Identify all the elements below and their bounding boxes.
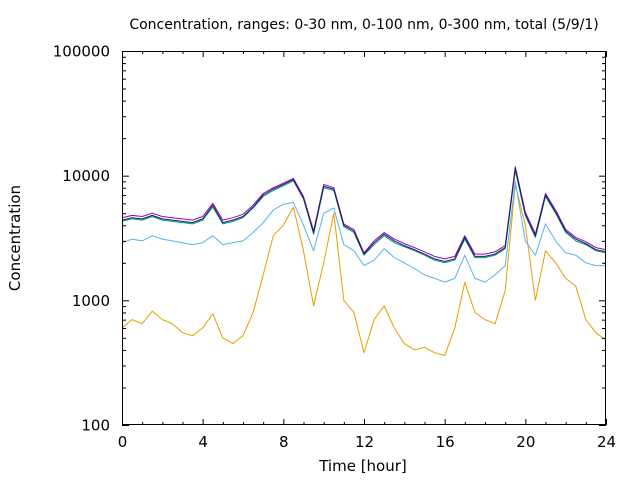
series-line-3 [121, 170, 607, 264]
series-line-4 [121, 166, 607, 260]
series-line-5 [121, 167, 607, 262]
x-tick-label: 12 [355, 433, 374, 451]
plot-frame [122, 51, 606, 425]
series-line-1 [121, 184, 607, 357]
x-tick-label: 4 [198, 433, 208, 451]
y-tick-label: 100 [81, 417, 110, 435]
x-tick-label: 24 [597, 433, 616, 451]
y-tick-label: 100000 [53, 43, 110, 61]
chart-title: Concentration, ranges: 0-30 nm, 0-100 nm… [129, 17, 598, 33]
series-layer [121, 166, 607, 357]
y-tick-label: 1000 [72, 292, 110, 310]
y-axis: 100 1000 10000 100000 [53, 43, 606, 435]
x-tick-label: 20 [516, 433, 535, 451]
x-tick-label: 0 [118, 433, 128, 451]
x-tick-label: 16 [436, 433, 455, 451]
y-tick-label: 10000 [62, 167, 110, 185]
x-tick-label: 8 [279, 433, 289, 451]
x-axis: 0 4 8 12 16 20 24 [118, 51, 616, 451]
y-axis-label: Concentration [6, 185, 24, 291]
series-line-2 [121, 180, 606, 283]
x-axis-label: Time [hour] [318, 457, 407, 475]
